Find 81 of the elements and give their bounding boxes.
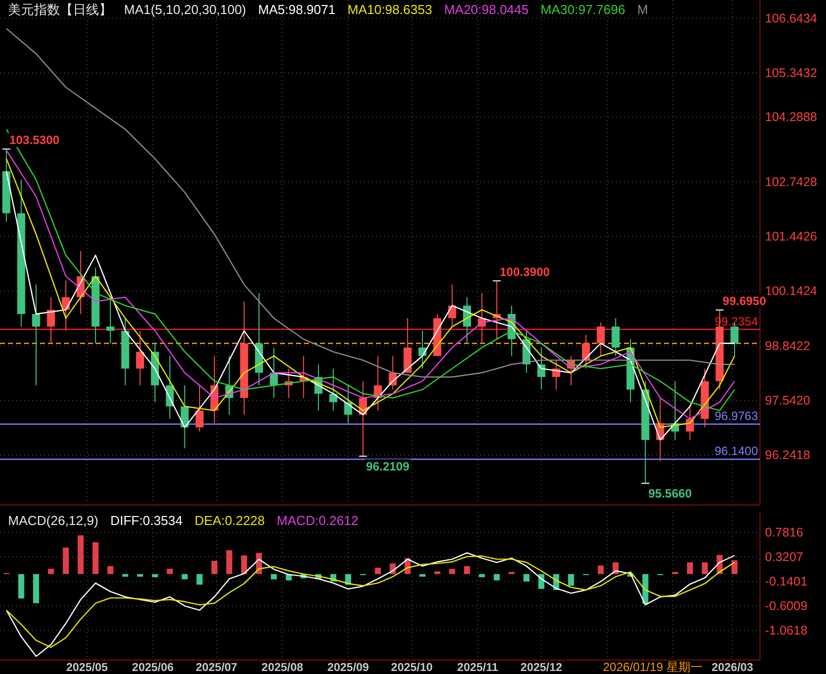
- annotation: 96.2109: [366, 459, 410, 474]
- bar: [478, 574, 485, 578]
- bar: [270, 574, 277, 580]
- bar: [226, 550, 232, 574]
- ref-line-label: 96.9763: [714, 409, 758, 424]
- bar: [78, 535, 84, 574]
- y-tick-label: 0.3207: [765, 550, 804, 564]
- bar: [107, 566, 114, 574]
- bar: [702, 562, 708, 574]
- annotation: 99.6950: [722, 294, 766, 308]
- candlestick: [106, 296, 114, 344]
- bar: [137, 574, 144, 577]
- y-tick-label: -1.0618: [765, 623, 808, 638]
- candlestick: [596, 322, 605, 356]
- bar: [92, 542, 99, 574]
- y-tick-label: -0.6009: [765, 598, 808, 613]
- x-tick-label: 2025/06: [132, 662, 174, 674]
- annotation: 95.5660: [648, 486, 692, 500]
- legend-title: MA1(5,10,20,30,100): [124, 2, 246, 17]
- x-tick-label: 2025/08: [262, 662, 304, 674]
- x-tick-label: 2025/11: [457, 662, 499, 674]
- y-tick-label: 97.5420: [765, 393, 810, 408]
- y-tick-label: 101.4426: [765, 230, 818, 244]
- y-tick-label: 0.7816: [765, 526, 804, 540]
- bar: [18, 574, 24, 598]
- text: M: [637, 2, 648, 17]
- bar: [166, 568, 173, 574]
- bar: [241, 556, 248, 574]
- bar: [434, 571, 440, 574]
- bar: [374, 568, 381, 574]
- bar: [508, 572, 515, 574]
- bar: [33, 574, 40, 604]
- bar: [732, 560, 738, 574]
- text: MA20:98.0445: [444, 2, 529, 17]
- x-tick-label: 2025/09: [327, 662, 369, 674]
- y-tick-label: 100.1424: [765, 284, 818, 298]
- candlestick: [612, 318, 620, 356]
- bar: [48, 568, 54, 574]
- candlestick: [46, 296, 55, 344]
- bar: [211, 560, 218, 574]
- text: MA10:98.6353: [347, 2, 432, 17]
- bar: [182, 574, 188, 580]
- x-tick-label: 2025/10: [391, 662, 433, 674]
- text: 2026/01/19 星期一: [602, 660, 702, 674]
- bar: [62, 548, 69, 574]
- bar: [598, 566, 604, 574]
- text: MA5:98.9071: [258, 2, 336, 17]
- bar: [122, 574, 128, 577]
- bar: [672, 572, 678, 574]
- bar: [686, 562, 693, 574]
- bar: [419, 574, 426, 577]
- chart-title: 美元指数【日线】: [8, 2, 112, 17]
- candlestick: [136, 330, 144, 386]
- y-tick-label: 102.7428: [765, 175, 818, 190]
- y-tick-label: 104.2888: [765, 110, 818, 124]
- y-tick-label: 106.6434: [765, 11, 818, 26]
- x-tick-label: 2026/03: [712, 662, 754, 674]
- candlestick: [32, 284, 40, 386]
- x-tick-label: 2025/12: [520, 662, 562, 674]
- candlestick: [196, 384, 204, 432]
- ref-line-label: 96.1400: [714, 444, 758, 458]
- annotation: 100.3900: [500, 264, 550, 279]
- bar: [152, 574, 158, 578]
- x-tick-label: 2025/07: [196, 662, 238, 674]
- text: MA30:97.7696: [540, 2, 626, 17]
- bar: [523, 574, 530, 582]
- annotation: 103.5300: [9, 133, 60, 148]
- text: MACD:0.2612: [276, 513, 358, 528]
- bar: [464, 566, 470, 574]
- y-tick-label: 96.2418: [765, 448, 810, 462]
- y-tick-label: -0.1401: [765, 574, 808, 588]
- text: DIFF:0.3534: [110, 513, 183, 528]
- bar: [449, 568, 456, 574]
- text: DEA:0.2228: [194, 513, 265, 528]
- bar: [568, 574, 574, 586]
- bar: [196, 574, 203, 585]
- bar: [494, 574, 500, 580]
- x-tick-label: 2025/05: [66, 662, 108, 674]
- y-tick-label: 98.8422: [765, 338, 810, 353]
- chart-title: MACD(26,12,9): [8, 513, 98, 528]
- y-tick-label: 105.3432: [765, 66, 818, 80]
